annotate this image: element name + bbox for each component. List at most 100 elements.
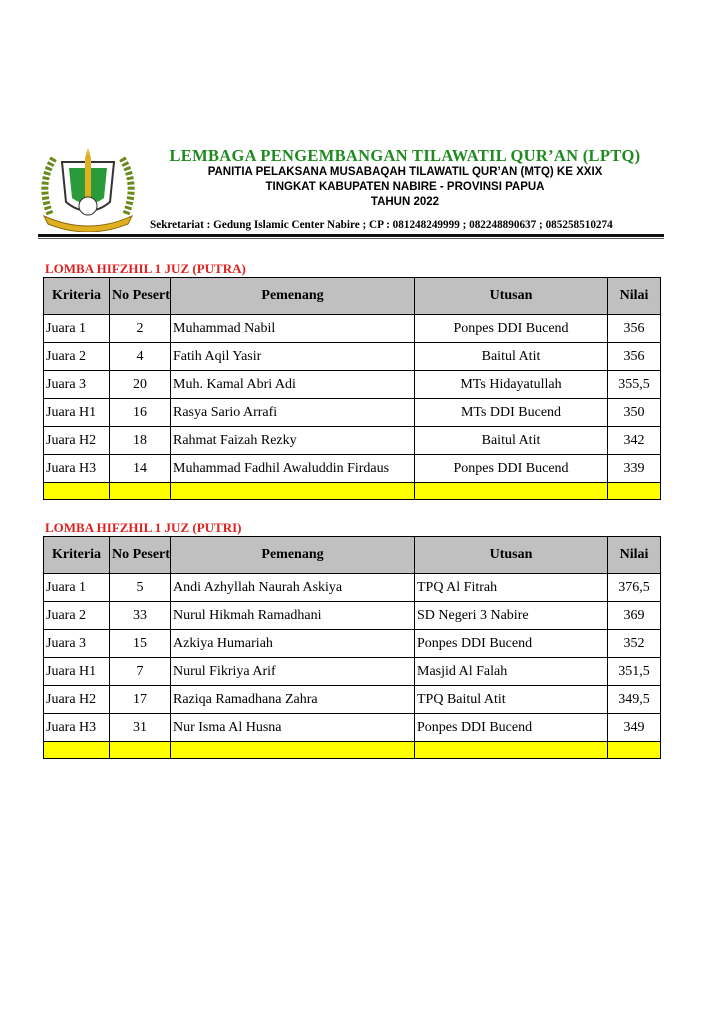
nilai-cell: 376,5 — [607, 573, 661, 602]
pemenang-cell: Azkiya Humariah — [170, 629, 415, 658]
column-header: Kriteria — [43, 536, 110, 574]
column-header: Utusan — [414, 536, 608, 574]
pemenang-cell: Nur Isma Al Husna — [170, 713, 415, 742]
pemenang-cell: Nurul Hikmah Ramadhani — [170, 601, 415, 630]
column-header: No Peserta — [109, 536, 171, 574]
no-peserta-cell: 7 — [109, 657, 171, 686]
table-row: Juara 1 2 Muhammad Nabil Ponpes DDI Bucend 3… — [43, 314, 661, 343]
utusan-cell: TPQ Al Fitrah — [414, 573, 608, 602]
column-header: Pemenang — [170, 536, 415, 574]
kriteria-cell: Juara 1 — [43, 573, 110, 602]
column-header: Nilai — [607, 536, 661, 574]
region-line: TINGKAT KABUPATEN NABIRE - PROVINSI PAPU… — [265, 181, 545, 193]
table-row: Juara H2 17 Raziqa Ramadhana Zahra TPQ Bait… — [43, 685, 661, 714]
table-row: Juara H3 31 Nur Isma Al Husna Ponpes DDI Bu… — [43, 713, 661, 742]
highlight-empty-row — [43, 482, 661, 500]
pemenang-cell: Fatih Aqil Yasir — [170, 342, 415, 371]
no-peserta-cell: 4 — [109, 342, 171, 371]
kriteria-cell: Juara 2 — [43, 342, 110, 371]
nilai-cell: 352 — [607, 629, 661, 658]
empty-cell — [43, 482, 110, 500]
kriteria-cell: Juara H2 — [43, 685, 110, 714]
column-header: No Peserta — [109, 277, 171, 315]
empty-cell — [170, 482, 415, 500]
no-peserta-cell: 14 — [109, 454, 171, 483]
nilai-cell: 350 — [607, 398, 661, 427]
nilai-cell: 349 — [607, 713, 661, 742]
pemenang-cell: Rasya Sario Arrafi — [170, 398, 415, 427]
nilai-cell: 369 — [607, 601, 661, 630]
utusan-cell: Baitul Atit — [414, 342, 608, 371]
nilai-cell: 349,5 — [607, 685, 661, 714]
empty-cell — [109, 741, 171, 759]
nilai-cell: 355,5 — [607, 370, 661, 399]
utusan-cell: Ponpes DDI Bucend — [414, 454, 608, 483]
empty-cell — [43, 741, 110, 759]
org-name: LEMBAGA PENGEMBANGAN TILAWATIL QUR’AN (L… — [169, 146, 641, 165]
utusan-cell: SD Negeri 3 Nabire — [414, 601, 608, 630]
table-header-row: Kriteria No Peserta Pemenang Utusan Nilai — [43, 536, 661, 574]
table-row: Juara 1 5 Andi Azhyllah Naurah Askiya TPQ A… — [43, 573, 661, 602]
no-peserta-cell: 5 — [109, 573, 171, 602]
utusan-cell: MTs Hidayatullah — [414, 370, 608, 399]
nilai-cell: 356 — [607, 342, 661, 371]
kriteria-cell: Juara 3 — [43, 629, 110, 658]
letterhead-divider-thin — [38, 238, 664, 239]
table-header-row: Kriteria No Peserta Pemenang Utusan Nilai — [43, 277, 661, 315]
table-row: Juara H3 14 Muhammad Fadhil Awaluddin Fird… — [43, 454, 661, 483]
table-row: Juara H2 18 Rahmat Faizah Rezky Baitul Atit… — [43, 426, 661, 455]
table-row: Juara 3 15 Azkiya Humariah Ponpes DDI Bucen… — [43, 629, 661, 658]
pemenang-cell: Muhammad Nabil — [170, 314, 415, 343]
lptq-logo-emblem — [41, 148, 135, 232]
nilai-cell: 356 — [607, 314, 661, 343]
utusan-cell: MTs DDI Bucend — [414, 398, 608, 427]
table-row: Juara 2 4 Fatih Aqil Yasir Baitul Atit 356 — [43, 342, 661, 371]
utusan-cell: Ponpes DDI Bucend — [414, 629, 608, 658]
results-table: Kriteria No Peserta Pemenang Utusan Nilai Jua… — [43, 536, 661, 759]
kriteria-cell: Juara H3 — [43, 454, 110, 483]
nilai-cell: 339 — [607, 454, 661, 483]
utusan-cell: Baitul Atit — [414, 426, 608, 455]
kriteria-cell: Juara H1 — [43, 398, 110, 427]
nilai-cell: 342 — [607, 426, 661, 455]
section-title: LOMBA HIFZHIL 1 JUZ (PUTRA) — [45, 261, 246, 276]
table-row: Juara H1 7 Nurul Fikriya Arif Masjid Al Fal… — [43, 657, 661, 686]
no-peserta-cell: 17 — [109, 685, 171, 714]
secretariat-contact: Sekretariat : Gedung Islamic Center Nabi… — [150, 219, 613, 231]
pemenang-cell: Raziqa Ramadhana Zahra — [170, 685, 415, 714]
no-peserta-cell: 18 — [109, 426, 171, 455]
utusan-cell: Ponpes DDI Bucend — [414, 314, 608, 343]
kriteria-cell: Juara 2 — [43, 601, 110, 630]
kriteria-cell: Juara 3 — [43, 370, 110, 399]
no-peserta-cell: 2 — [109, 314, 171, 343]
table-row: Juara 3 20 Muh. Kamal Abri Adi MTs Hidayatu… — [43, 370, 661, 399]
column-header: Nilai — [607, 277, 661, 315]
no-peserta-cell: 31 — [109, 713, 171, 742]
utusan-cell: Ponpes DDI Bucend — [414, 713, 608, 742]
column-header: Kriteria — [43, 277, 110, 315]
kriteria-cell: Juara H3 — [43, 713, 110, 742]
pemenang-cell: Nurul Fikriya Arif — [170, 657, 415, 686]
no-peserta-cell: 20 — [109, 370, 171, 399]
committee-line: PANITIA PELAKSANA MUSABAQAH TILAWATIL QU… — [207, 166, 603, 178]
results-table: Kriteria No Peserta Pemenang Utusan Nilai Jua… — [43, 277, 661, 500]
nilai-cell: 351,5 — [607, 657, 661, 686]
utusan-cell: Masjid Al Falah — [414, 657, 608, 686]
empty-cell — [607, 741, 661, 759]
highlight-empty-row — [43, 741, 661, 759]
pemenang-cell: Andi Azhyllah Naurah Askiya — [170, 573, 415, 602]
table-row: Juara 2 33 Nurul Hikmah Ramadhani SD Negeri… — [43, 601, 661, 630]
empty-cell — [170, 741, 415, 759]
pemenang-cell: Rahmat Faizah Rezky — [170, 426, 415, 455]
year-line: TAHUN 2022 — [370, 196, 440, 208]
empty-cell — [414, 741, 608, 759]
column-header: Pemenang — [170, 277, 415, 315]
kriteria-cell: Juara 1 — [43, 314, 110, 343]
empty-cell — [607, 482, 661, 500]
column-header: Utusan — [414, 277, 608, 315]
no-peserta-cell: 33 — [109, 601, 171, 630]
pemenang-cell: Muhammad Fadhil Awaluddin Firdaus — [170, 454, 415, 483]
table-row: Juara H1 16 Rasya Sario Arrafi MTs DDI Buce… — [43, 398, 661, 427]
kriteria-cell: Juara H2 — [43, 426, 110, 455]
